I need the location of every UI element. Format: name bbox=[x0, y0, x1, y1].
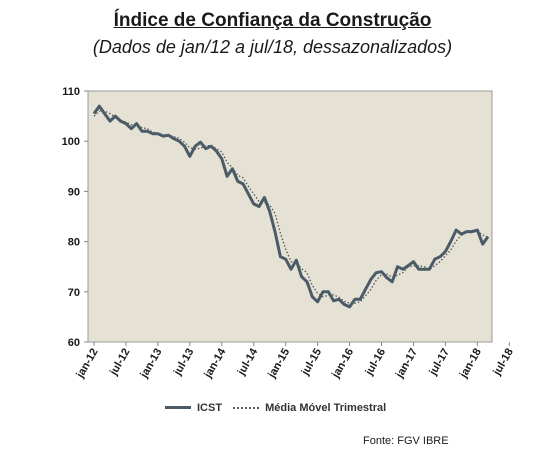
x-tick-label: jan-15 bbox=[265, 347, 292, 381]
x-tick-label: jan-18 bbox=[457, 346, 484, 380]
y-tick-label: 60 bbox=[68, 337, 80, 349]
series-line-icst bbox=[92, 104, 490, 309]
x-tick-label: jul-13 bbox=[171, 347, 196, 379]
legend-swatch-mm bbox=[233, 407, 260, 409]
x-tick-label: jan-14 bbox=[202, 346, 229, 381]
legend-item-icst: ICST bbox=[165, 402, 222, 414]
chart-title: Índice de Confiança da Construção bbox=[113, 10, 432, 31]
y-tick-label: 100 bbox=[62, 136, 80, 148]
y-tick-label: 70 bbox=[68, 287, 80, 299]
x-tick-label: jan-13 bbox=[138, 347, 165, 381]
series-line-media-movel bbox=[93, 110, 489, 304]
y-tick-label: 80 bbox=[68, 237, 80, 249]
legend-label-mm: Média Móvel Trimestral bbox=[265, 402, 387, 414]
legend-label-icst: ICST bbox=[197, 401, 223, 414]
x-tick-label: jul-12 bbox=[107, 347, 132, 379]
chart-subtitle: (Dados de jan/12 a jul/18, dessazonaliza… bbox=[92, 37, 453, 57]
chart-legend: ICST Média Móvel Trimestral bbox=[165, 400, 394, 414]
plot-area bbox=[87, 90, 493, 343]
y-tick-label: 90 bbox=[68, 186, 80, 198]
x-tick-label: jul-18 bbox=[491, 347, 516, 379]
y-tick-label: 110 bbox=[62, 86, 80, 98]
x-tick-label: jan-16 bbox=[329, 347, 356, 381]
x-tick-label: jul-16 bbox=[363, 347, 388, 379]
legend-swatch-icst bbox=[165, 406, 191, 409]
source-note: Fonte: FGV IBRE bbox=[363, 435, 449, 447]
x-tick-label: jul-17 bbox=[427, 347, 452, 379]
x-tick-label: jan-12 bbox=[74, 347, 101, 381]
legend-item-mm: Média Móvel Trimestral bbox=[233, 402, 386, 414]
x-tick-label: jan-17 bbox=[393, 347, 420, 381]
x-tick-label: jul-15 bbox=[299, 347, 324, 379]
x-tick-label: jul-14 bbox=[235, 346, 261, 379]
